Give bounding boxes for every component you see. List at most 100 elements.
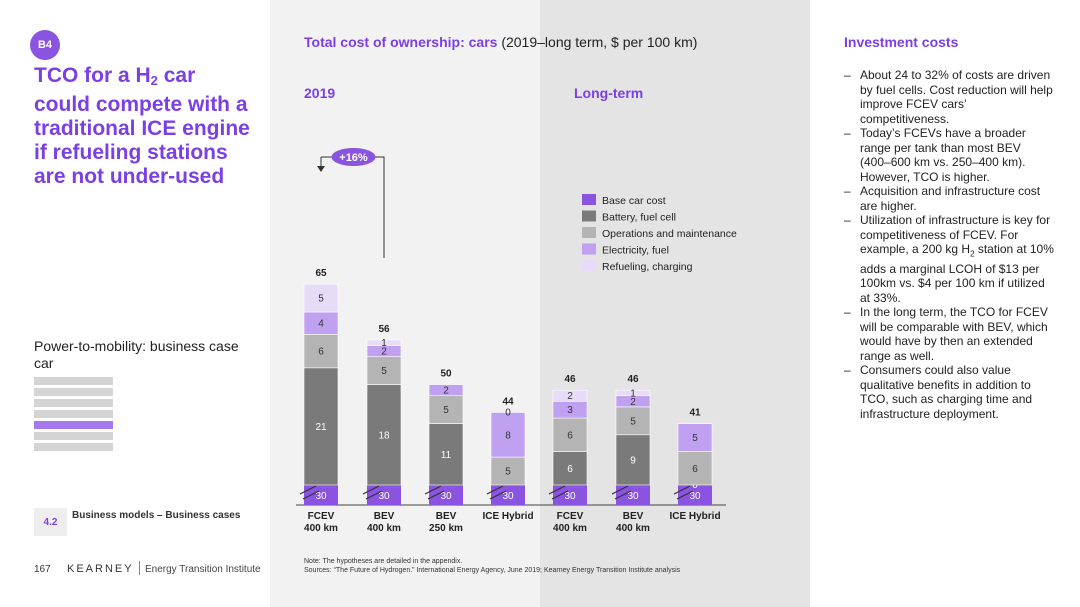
- left-panel: [0, 0, 270, 607]
- bar-segment: [490, 456, 526, 486]
- annotation-label: +16%: [339, 152, 368, 164]
- bar-segment: [303, 367, 339, 486]
- investment-costs-title: Investment costs: [844, 34, 959, 50]
- legend-swatch: [582, 194, 596, 205]
- bullet-h2-post: station at 10% adds a marginal LCOH of $…: [860, 242, 1054, 305]
- axis-break-mark: [614, 490, 632, 500]
- bar-value-label: 5: [630, 416, 636, 427]
- category-label: BEV: [623, 511, 644, 522]
- investment-bullets: About 24 to 32% of costs are driven by f…: [844, 68, 1054, 421]
- bullet-h2-subscript: 2: [970, 249, 975, 259]
- bar-value-label: 5: [318, 294, 324, 305]
- bar-value-label: 18: [378, 430, 390, 441]
- category-label: 400 km: [304, 523, 338, 534]
- section-nav-bars: [34, 377, 113, 454]
- brand-logo: KEARNEY: [67, 563, 134, 575]
- bar-segment: [615, 406, 651, 436]
- category-label: ICE Hybrid: [482, 511, 533, 522]
- sources-line: Sources: “The Future of Hydrogen.” Inter…: [304, 567, 681, 574]
- legend-label: Refueling, charging: [602, 261, 693, 273]
- bar-segment: [616, 485, 650, 505]
- bar-segment: [304, 485, 338, 505]
- bullet-item: Utilization of infrastructure is key for…: [844, 213, 1054, 305]
- axis-break-mark: [365, 490, 383, 500]
- legend-label: Base car cost: [602, 195, 666, 207]
- category-label: FCEV: [308, 511, 335, 522]
- nav-bar: [34, 432, 113, 440]
- category-label: 250 km: [429, 523, 463, 534]
- bar-segment: [490, 412, 526, 458]
- chart-notes: Note: The hypotheses are detailed in the…: [304, 557, 680, 575]
- bar-total-label: 56: [378, 324, 390, 335]
- bullet-h2-pre: Utilization of infrastructure is key for…: [860, 213, 1051, 256]
- bar-value-label: 30: [627, 491, 639, 502]
- bar-value-label: 3: [567, 405, 573, 416]
- bar-total-label: 41: [689, 408, 701, 419]
- bullet-item: Acquisition and infrastructure cost are …: [844, 184, 1054, 213]
- footer-divider: [139, 561, 140, 575]
- chart-title-rest: (2019–long term, $ per 100 km): [497, 34, 698, 50]
- bar-total-label: 65: [315, 268, 327, 279]
- chart-panel-long-term: [540, 0, 810, 607]
- bar-total-label: 46: [627, 374, 639, 385]
- legend-label: Electricity, fuel: [602, 245, 669, 257]
- legend-swatch: [582, 227, 596, 238]
- slide-headline: TCO for a H2 car could compete with a tr…: [34, 64, 259, 189]
- legend-swatch: [582, 260, 596, 271]
- annotation-arrowhead: [317, 166, 325, 172]
- section-number: 4.2: [34, 508, 67, 536]
- axis-break-mark: [611, 485, 629, 495]
- bar-value-label: 2: [381, 347, 387, 358]
- bar-segment: [615, 389, 651, 397]
- nav-bar: [34, 377, 113, 385]
- bar-value-label: 8: [505, 430, 511, 441]
- axis-break-mark: [427, 490, 445, 500]
- bar-segment: [428, 395, 464, 424]
- bar-segment: [366, 339, 402, 346]
- bar-value-label: 1: [381, 338, 387, 349]
- bar-value-label: 1: [630, 388, 636, 399]
- axis-break-mark: [548, 485, 566, 495]
- bar-segment: [677, 451, 713, 486]
- bar-value-label: 6: [567, 464, 573, 475]
- section-name: Business models – Business cases: [72, 510, 241, 521]
- bar-value-label: 2: [443, 386, 449, 397]
- bar-value-label: 4: [318, 319, 324, 330]
- bar-value-label: 2: [567, 391, 573, 402]
- axis-break-mark: [424, 485, 442, 495]
- bar-value-label: 0: [505, 407, 511, 418]
- headline-rest: could compete with a traditional ICE eng…: [34, 93, 250, 188]
- period-long-term-label: Long-term: [574, 85, 644, 101]
- bar-segment: [366, 356, 402, 385]
- category-label: BEV: [374, 511, 395, 522]
- nav-bar: [34, 388, 113, 396]
- category-label: 400 km: [367, 523, 401, 534]
- note-line: Note: The hypotheses are detailed in the…: [304, 558, 463, 565]
- bar-value-label: 21: [315, 422, 327, 433]
- annotation-bracket: [321, 156, 385, 258]
- bar-segment: [615, 434, 651, 486]
- bar-value-label: 6: [567, 430, 573, 441]
- headline-line1-pre: TCO for a H: [34, 64, 151, 87]
- legend-swatch: [582, 210, 596, 222]
- bullet-item: In the long term, the TCO for FCEV will …: [844, 305, 1054, 363]
- axis-break-mark: [551, 490, 569, 500]
- bar-value-label: 5: [443, 405, 449, 416]
- bar-total-label: 46: [564, 374, 576, 385]
- nav-bar: [34, 399, 113, 407]
- institute-name: Energy Transition Institute: [145, 564, 261, 575]
- bar-segment: [552, 451, 588, 486]
- nav-bar-active: [34, 421, 113, 429]
- annotation-bubble: [331, 148, 376, 166]
- chart-title: Total cost of ownership: cars (2019–long…: [304, 34, 697, 50]
- bar-segment: [678, 485, 712, 505]
- bar-value-label: 11: [441, 450, 452, 461]
- bar-value-label: 30: [440, 491, 452, 502]
- bar-segment: [303, 334, 339, 369]
- bar-value-label: 30: [502, 491, 514, 502]
- nav-bar: [34, 410, 113, 418]
- page-number: 167: [34, 564, 51, 575]
- bar-value-label: 5: [381, 366, 387, 377]
- bar-segment: [303, 283, 339, 313]
